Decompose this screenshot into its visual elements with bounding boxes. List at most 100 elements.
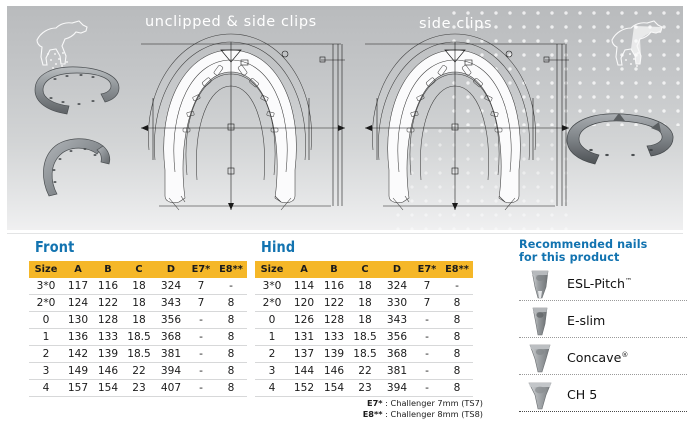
cell-size: 3 — [255, 362, 289, 380]
cell-a: 124 — [63, 294, 93, 312]
footnote-e7: E7* : Challenger 7mm (TS7) — [255, 398, 483, 409]
trademark-symbol: ™ — [624, 276, 632, 285]
table-row: 3*0 117 116 18 324 7 - — [29, 278, 247, 295]
cell-e8: 8 — [215, 311, 247, 329]
cell-b: 154 — [319, 379, 349, 397]
cell-e7: - — [187, 362, 215, 380]
cell-a: 142 — [63, 345, 93, 363]
cell-a: 130 — [63, 311, 93, 329]
cell-d: 343 — [381, 311, 413, 329]
cell-a: 157 — [63, 379, 93, 397]
cell-e7: - — [187, 345, 215, 363]
cell-c: 18.5 — [123, 328, 155, 346]
nail-icon — [532, 307, 548, 335]
cell-c: 18.5 — [349, 345, 381, 363]
cell-e8: 8 — [215, 345, 247, 363]
table-row: 0 126 128 18 343 - 8 — [255, 311, 473, 329]
cell-c: 23 — [349, 379, 381, 397]
cell-c: 18 — [123, 311, 155, 329]
column-header-size: Size — [255, 261, 289, 278]
nail-label-esl-pitch: ESL-Pitch™ — [567, 276, 632, 291]
table-row: 2 142 139 18.5 381 - 8 — [29, 345, 247, 363]
front-spec-table-wrapper: Front Size A B C D E7* E8** 3*0 — [29, 238, 251, 397]
cell-c: 18.5 — [349, 328, 381, 346]
cell-c: 22 — [123, 362, 155, 380]
column-header-e8: E8** — [215, 261, 247, 278]
cell-a: 114 — [289, 278, 319, 295]
cell-b: 146 — [319, 362, 349, 380]
cell-b: 139 — [93, 345, 123, 363]
cell-e8: - — [215, 278, 247, 295]
cell-c: 18 — [123, 278, 155, 295]
cell-c: 22 — [349, 362, 381, 380]
column-header-c: C — [123, 261, 155, 278]
hind-table-title: Hind — [261, 238, 296, 256]
front-spec-table: Size A B C D E7* E8** 3*0 117 116 18 — [29, 261, 247, 397]
footnote-e7-key: E7* — [366, 398, 383, 408]
column-header-e7: E7* — [187, 261, 215, 278]
nail-item-esl-pitch[interactable]: ESL-Pitch™ — [519, 267, 687, 301]
cell-c: 18 — [349, 294, 381, 312]
cell-e8: 8 — [441, 345, 473, 363]
nail-icon — [528, 382, 552, 409]
cell-e8: 8 — [441, 294, 473, 312]
cell-d: 356 — [381, 328, 413, 346]
footnote-e7-text: : Challenger 7mm (TS7) — [385, 398, 483, 408]
horse-logo-icon — [611, 20, 663, 67]
cell-e8: 8 — [441, 328, 473, 346]
column-header-d: D — [381, 261, 413, 278]
horse-logo-icon — [36, 20, 88, 69]
cell-e8: 8 — [441, 379, 473, 397]
front-table-title: Front — [35, 238, 75, 256]
cell-b: 128 — [319, 311, 349, 329]
cell-e7: 7 — [413, 278, 441, 295]
cell-e7: - — [413, 379, 441, 397]
nail-item-e-slim[interactable]: E-slim — [519, 304, 687, 338]
nail-item-concave[interactable]: Concave® — [519, 341, 687, 375]
cell-e7: - — [187, 311, 215, 329]
table-row: 0 130 128 18 356 - 8 — [29, 311, 247, 329]
cell-a: 149 — [63, 362, 93, 380]
nail-item-ch5[interactable]: CH 5 — [519, 378, 687, 412]
nail-label-concave: Concave® — [567, 350, 629, 365]
column-header-a: A — [289, 261, 319, 278]
cell-e7: 7 — [413, 294, 441, 312]
footnote-e8: E8** : Challenger 8mm (TS8) — [255, 409, 483, 420]
cell-size: 3*0 — [29, 278, 63, 295]
column-header-e8: E8** — [441, 261, 473, 278]
caption-side-clips: side clips — [419, 16, 493, 32]
nail-icon — [531, 270, 549, 298]
cell-a: 117 — [63, 278, 93, 295]
cell-c: 18 — [123, 294, 155, 312]
cell-d: 330 — [381, 294, 413, 312]
cell-size: 2*0 — [29, 294, 63, 312]
cell-d: 324 — [155, 278, 187, 295]
nail-label-e-slim: E-slim — [567, 313, 606, 328]
column-header-d: D — [155, 261, 187, 278]
cell-b: 133 — [319, 328, 349, 346]
cell-c: 18.5 — [123, 345, 155, 363]
illustration-banner: unclipped & side clips side clips — [7, 6, 683, 230]
cell-a: 137 — [289, 345, 319, 363]
specifications-panel: Front Size A B C D E7* E8** 3*0 — [7, 238, 687, 426]
cell-c: 23 — [123, 379, 155, 397]
table-footnotes: E7* : Challenger 7mm (TS7) E8** : Challe… — [255, 398, 483, 420]
table-row: 2 137 139 18.5 368 - 8 — [255, 345, 473, 363]
footnote-e8-key: E8** — [362, 409, 383, 419]
cell-e8: 8 — [215, 379, 247, 397]
front-table-body: 3*0 117 116 18 324 7 - 2*0 124 1 22 18 34… — [29, 278, 247, 397]
cell-size: 2 — [255, 345, 289, 363]
table-row: 4 152 154 23 394 - 8 — [255, 379, 473, 397]
cell-size: 1 — [29, 328, 63, 346]
cell-d: 343 — [155, 294, 187, 312]
cell-b: 116 — [319, 278, 349, 295]
cell-b: 122 — [319, 294, 349, 312]
nail-label-ch5: CH 5 — [567, 387, 598, 402]
cell-size: 2*0 — [255, 294, 289, 312]
cell-b: 116 — [93, 278, 123, 295]
registered-symbol: ® — [621, 350, 629, 359]
cell-d: 407 — [155, 379, 187, 397]
table-row: 3 144 146 22 381 - 8 — [255, 362, 473, 380]
cell-b: 128 — [93, 311, 123, 329]
cell-e7: - — [413, 328, 441, 346]
